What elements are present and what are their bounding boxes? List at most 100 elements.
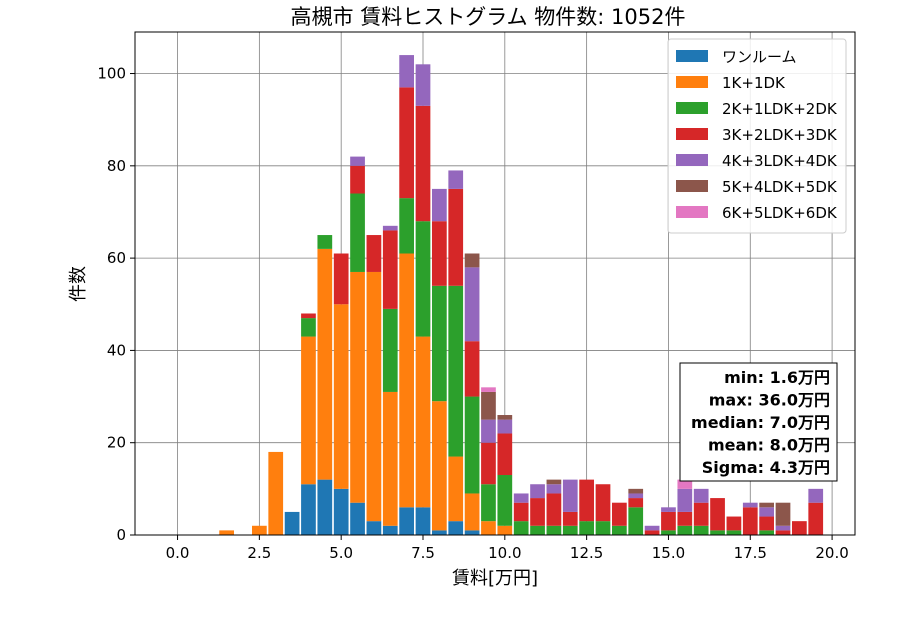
bar-segment: [742, 502, 758, 508]
bar-segment: [497, 415, 513, 420]
bar-segment: [366, 271, 382, 522]
bar-segment: [333, 488, 349, 535]
bar-segment: [628, 507, 644, 535]
bar-segment: [382, 308, 398, 392]
bar-segment: [726, 530, 742, 535]
bar-segment: [677, 511, 693, 526]
bar-segment: [661, 530, 676, 535]
bar-segment: [530, 525, 545, 535]
bar-segment: [350, 271, 365, 503]
bar-segment: [579, 521, 594, 535]
bar-segment: [399, 55, 414, 88]
legend-label: 5K+4LDK+5DK: [722, 178, 838, 196]
bar-segment: [481, 387, 496, 392]
y-tick-label: 40: [107, 341, 126, 359]
bar-segment: [644, 530, 660, 535]
bar-segment: [350, 156, 365, 166]
bar-segment: [775, 530, 791, 535]
bar-segment: [513, 521, 529, 535]
x-tick-label: 5.0: [329, 544, 353, 562]
bar-segment: [448, 521, 464, 535]
bar-segment: [562, 479, 578, 512]
bar-segment: [399, 507, 414, 535]
bar-segment: [366, 235, 382, 272]
bar-segment: [382, 391, 398, 526]
bar-segment: [415, 507, 431, 535]
bar-segment: [677, 479, 693, 489]
legend-frame: [667, 38, 847, 234]
bar-segment: [432, 285, 447, 402]
bar-segment: [562, 511, 578, 526]
bar-segment: [382, 525, 398, 535]
bar-segment: [464, 396, 480, 494]
y-tick-label: 60: [107, 249, 126, 267]
x-tick-label: 2.5: [247, 544, 271, 562]
bar-segment: [448, 170, 464, 189]
y-tick-label: 80: [107, 157, 126, 175]
bar-segment: [562, 525, 578, 535]
legend-swatch: [676, 50, 708, 62]
stats-frame: [679, 362, 838, 482]
bar-segment: [497, 475, 513, 526]
bar-segment: [497, 419, 513, 434]
bars: [219, 55, 824, 535]
x-tick-label: 0.0: [166, 544, 190, 562]
bar-segment: [448, 285, 464, 457]
bar-segment: [497, 525, 513, 535]
bar-segment: [759, 530, 774, 535]
bar-segment: [350, 165, 365, 194]
y-tick-label: 100: [97, 65, 126, 83]
stats-line: max: 36.0万円: [709, 391, 830, 410]
stats-box: min: 1.6万円 max: 36.0万円 median: 7.0万円 mean: …: [679, 362, 838, 482]
bar-segment: [513, 502, 529, 522]
bar-segment: [366, 521, 382, 535]
bar-segment: [464, 267, 480, 342]
bar-segment: [775, 525, 791, 531]
bar-segment: [301, 336, 316, 485]
bar-segment: [284, 511, 300, 535]
bar-segment: [710, 530, 725, 535]
bar-segment: [481, 521, 496, 535]
bar-segment: [628, 498, 644, 508]
bar-segment: [464, 253, 480, 268]
bar-segment: [481, 419, 496, 443]
bar-segment: [317, 235, 333, 249]
x-tick-label: 10.0: [488, 544, 521, 562]
bar-segment: [546, 493, 562, 526]
legend-swatch: [676, 76, 708, 88]
bar-segment: [677, 525, 693, 535]
bar-segment: [612, 525, 627, 535]
bar-segment: [481, 442, 496, 485]
legend-swatch: [676, 128, 708, 140]
bar-segment: [530, 484, 545, 499]
bar-segment: [415, 221, 431, 337]
bar-segment: [595, 521, 611, 535]
legend-label: 1K+1DK: [722, 74, 786, 92]
bar-segment: [464, 530, 480, 535]
bar-segment: [448, 188, 464, 286]
x-tick-label: 15.0: [652, 544, 685, 562]
bar-segment: [317, 248, 333, 480]
bar-segment: [546, 525, 562, 535]
bar-segment: [661, 511, 676, 531]
plot-frame: [134, 31, 856, 536]
x-axis-label: 賃料[万円]: [452, 568, 538, 589]
y-tick-label: 0: [116, 526, 126, 544]
bar-segment: [448, 456, 464, 522]
bar-segment: [382, 230, 398, 309]
bar-segment: [693, 525, 709, 535]
chart-title: 高槻市 賃料ヒストグラム 物件数: 1052件: [291, 5, 686, 29]
legend-label: 4K+3LDK+4DK: [722, 152, 838, 170]
bar-segment: [628, 488, 644, 494]
x-tick-label: 12.5: [570, 544, 603, 562]
bar-segment: [333, 253, 349, 305]
bar-segment: [252, 525, 267, 535]
bar-segment: [301, 318, 316, 337]
bar-segment: [301, 484, 316, 535]
x-axis-ticks: 0.0 2.5 5.0 7.5 10.0 12.5 15.0 17.5 20.0: [166, 535, 849, 562]
bar-segment: [693, 488, 709, 503]
bar-segment: [415, 105, 431, 222]
legend-label: 2K+1LDK+2DK: [722, 100, 838, 118]
bar-segment: [268, 451, 284, 535]
